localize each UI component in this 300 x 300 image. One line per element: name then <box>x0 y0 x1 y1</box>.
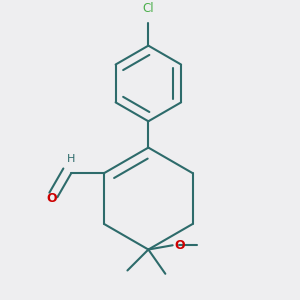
Text: H: H <box>67 154 76 164</box>
Text: O: O <box>174 239 185 252</box>
Text: Cl: Cl <box>142 2 154 15</box>
Text: O: O <box>46 192 57 206</box>
